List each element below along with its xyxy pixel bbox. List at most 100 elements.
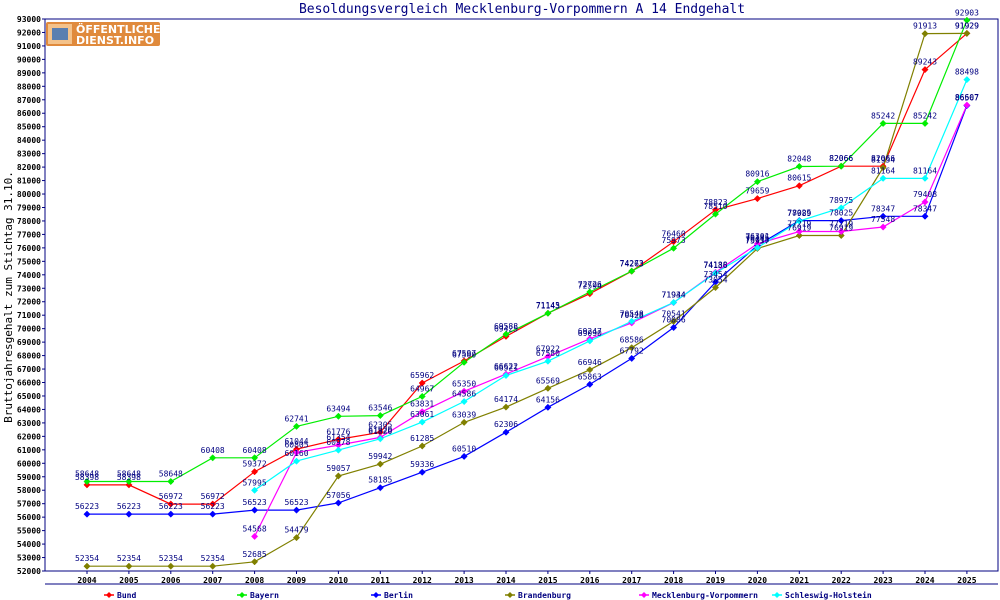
data-label-berlin: 56223 [201, 502, 225, 511]
data-label-bayern: 72726 [578, 280, 602, 289]
data-label-bund: 59372 [243, 460, 267, 469]
logo-text-line2: DIENST.INFO [76, 34, 154, 47]
data-label-mecklenburg-vorpommern: 77548 [871, 215, 895, 224]
data-point-berlin [125, 510, 133, 518]
y-tick-label: 66000 [17, 379, 41, 388]
series-points [83, 16, 971, 570]
data-label-mecklenburg-vorpommern: 63831 [410, 400, 434, 409]
series-line-mecklenburg-vorpommern [254, 104, 968, 537]
data-point-brandenburg [837, 231, 845, 240]
y-tick-label: 55000 [17, 527, 41, 536]
data-label-bayern: 67500 [452, 350, 476, 359]
y-tick-label: 52000 [17, 567, 41, 576]
data-point-schleswig-holstein [963, 76, 971, 84]
y-tick-label: 71000 [17, 311, 41, 320]
data-label-bayern: 82066 [829, 154, 853, 163]
x-tick-label: 2010 [329, 576, 348, 585]
data-label-brandenburg: 54479 [284, 526, 308, 535]
plot-area-frame [44, 18, 999, 572]
legend-item-bund: Bund [104, 591, 136, 600]
data-label-bund: 65962 [410, 371, 434, 380]
data-label-schleswig-holstein: 74136 [703, 261, 727, 270]
y-tick-label: 92000 [17, 28, 41, 37]
data-label-bund: 61776 [326, 427, 350, 436]
y-tick-label: 62000 [17, 432, 41, 441]
x-tick-label: 2004 [77, 576, 96, 585]
y-tick-label: 78000 [17, 217, 41, 226]
x-tick-label: 2009 [287, 576, 306, 585]
data-label-mecklenburg-vorpommern: 76301 [745, 232, 769, 241]
data-point-mecklenburg-vorpommern [418, 408, 426, 416]
data-point-bayern [544, 309, 552, 317]
data-point-bayern [418, 392, 426, 400]
y-tick-label: 79000 [17, 203, 41, 212]
x-tick-label: 2019 [706, 576, 725, 585]
data-label-berlin: 57056 [326, 491, 350, 500]
y-tick-label: 91000 [17, 42, 41, 51]
data-point-berlin [334, 499, 342, 507]
legend-swatch-marker [239, 592, 245, 598]
data-point-berlin [251, 506, 259, 514]
legend-item-mecklenburg-vorpommern: Mecklenburg-Vorpommern [639, 591, 758, 600]
legend-label: Brandenburg [518, 591, 571, 600]
data-label-bund: 58398 [75, 473, 99, 482]
data-point-brandenburg [251, 558, 259, 566]
x-tick-label: 2024 [915, 576, 934, 585]
x-axis: 2004 2005 2006 2007 2008 2009 2010 2011 2012 2013… [77, 571, 977, 585]
data-label-schleswig-holstein: 70548 [620, 309, 644, 318]
data-label-mecklenburg-vorpommern: 61920 [368, 425, 392, 434]
data-label-berlin: 78347 [871, 204, 895, 213]
data-label-schleswig-holstein: 81164 [913, 166, 937, 175]
y-tick-label: 88000 [17, 82, 41, 91]
data-label-berlin: 78025 [787, 209, 811, 218]
y-tick-label: 83000 [17, 150, 41, 159]
x-tick-label: 2011 [371, 576, 390, 585]
data-point-brandenburg [711, 283, 720, 292]
data-label-berlin: 56523 [243, 498, 267, 507]
x-tick-label: 2015 [538, 576, 557, 585]
data-point-schleswig-holstein [921, 174, 929, 182]
data-point-mecklenburg-vorpommern [963, 101, 971, 109]
y-tick-label: 60000 [17, 459, 41, 468]
x-tick-label: 2023 [873, 576, 892, 585]
data-label-bund: 82066 [871, 154, 895, 163]
data-label-brandenburg: 59057 [326, 464, 350, 473]
data-point-bayern [628, 267, 636, 275]
data-point-berlin [209, 510, 217, 518]
data-point-bayern [460, 358, 468, 366]
data-point-bund [167, 500, 175, 508]
data-point-brandenburg [376, 460, 384, 468]
data-label-bayern: 60408 [201, 446, 225, 455]
data-label-schleswig-holstein: 66521 [494, 363, 518, 372]
data-label-schleswig-holstein: 69090 [578, 329, 602, 338]
data-label-bayern: 80916 [745, 170, 769, 179]
series-line-brandenburg [87, 32, 967, 567]
data-labels: 58398 58398 56972 56972 59372 61044 61776 62305… [75, 8, 979, 563]
y-tick-label: 64000 [17, 405, 41, 414]
data-label-brandenburg: 63039 [452, 410, 476, 419]
data-point-brandenburg [460, 418, 468, 426]
data-label-schleswig-holstein: 77989 [787, 209, 811, 218]
data-point-schleswig-holstein [753, 244, 761, 252]
y-tick-label: 87000 [17, 96, 41, 105]
data-point-schleswig-holstein [879, 174, 887, 182]
data-point-bayern [209, 454, 217, 462]
y-tick-label: 90000 [17, 55, 41, 64]
data-point-brandenburg [963, 29, 971, 37]
x-tick-label: 2014 [496, 576, 515, 585]
data-point-schleswig-holstein [502, 371, 510, 380]
data-label-bayern: 69588 [494, 322, 518, 331]
data-label-mecklenburg-vorpommern: 61354 [326, 433, 350, 442]
data-point-brandenburg [586, 366, 594, 374]
data-label-mecklenburg-vorpommern: 67922 [536, 345, 560, 354]
y-tick-label: 84000 [17, 136, 41, 145]
data-point-schleswig-holstein [292, 457, 301, 465]
data-label-mecklenburg-vorpommern: 86607 [955, 93, 979, 102]
legend-swatch-marker [774, 592, 780, 598]
data-point-bund [795, 182, 803, 190]
data-point-brandenburg [544, 384, 552, 392]
logo-text-line1: ÖFFENTLICHER [76, 22, 169, 36]
data-label-berlin: 58185 [368, 476, 392, 485]
y-tick-label: 70000 [17, 325, 41, 334]
data-label-berlin: 62306 [494, 420, 518, 429]
